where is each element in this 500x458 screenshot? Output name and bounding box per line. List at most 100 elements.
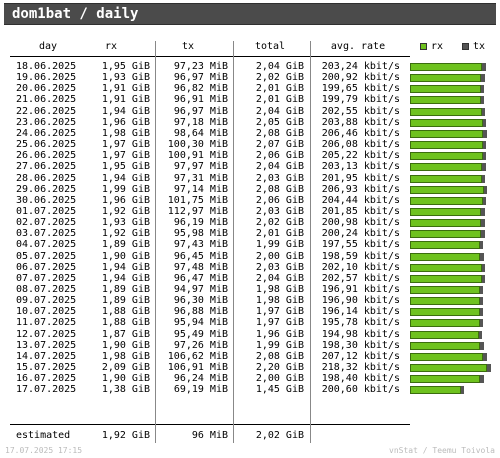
- row-rate: 199,79 kbit/s: [321, 94, 400, 106]
- row-rate: 201,85 kbit/s: [321, 205, 400, 217]
- tx-bar: [483, 352, 487, 361]
- tx-bar: [481, 274, 486, 283]
- tx-bar: [482, 163, 486, 172]
- row-rx: 1,94 GiB: [101, 172, 150, 184]
- header-tx: tx: [181, 41, 195, 52]
- footer-credit: vnStat / Teemu Toivola: [389, 446, 495, 455]
- rx-bar: [410, 141, 483, 150]
- row-day: 17.07.2025: [16, 384, 77, 396]
- row-tx: 100,91 MiB: [167, 150, 228, 162]
- tx-bar: [483, 129, 487, 138]
- rx-bar: [410, 263, 482, 272]
- row-rate: 203,13 kbit/s: [321, 161, 400, 173]
- row-rate: 194,98 kbit/s: [321, 328, 400, 340]
- row-rx: 1,89 GiB: [101, 284, 150, 295]
- row-day: 27.06.2025: [16, 161, 77, 173]
- row-rx: 1,97 GiB: [101, 150, 150, 162]
- rx-bar: [410, 341, 481, 350]
- tx-bar: [482, 152, 487, 161]
- row-total: 2,20 GiB: [255, 362, 304, 374]
- row-tx: 95,94 MiB: [173, 317, 228, 329]
- row-total: 1,97 GiB: [255, 317, 304, 329]
- row-rx: 1,94 GiB: [101, 105, 150, 117]
- row-tx: 96,47 MiB: [173, 272, 228, 284]
- row-rx: 1,91 GiB: [101, 94, 150, 106]
- row-rate: 196,90 kbit/s: [321, 295, 400, 307]
- tx-bar: [482, 63, 486, 71]
- row-total: 2,06 GiB: [255, 150, 304, 162]
- tx-bar: [481, 107, 486, 116]
- row-rx: 1,95 GiB: [101, 61, 150, 72]
- legend-tx-label: tx: [473, 41, 486, 52]
- legend-rx-label: rx: [431, 41, 444, 52]
- row-day: 03.07.2025: [16, 228, 77, 240]
- row-rx: 1,89 GiB: [101, 295, 150, 307]
- row-rx: 1,96 GiB: [101, 194, 150, 206]
- row-tx: 97,97 MiB: [173, 161, 228, 173]
- row-total: 1,99 GiB: [255, 339, 304, 351]
- row-rx: 1,88 GiB: [101, 306, 150, 318]
- legend-tx-swatch: [462, 43, 469, 50]
- row-total: 2,06 GiB: [255, 194, 304, 206]
- tx-bar: [482, 118, 486, 127]
- row-rate: 202,55 kbit/s: [321, 105, 400, 117]
- tx-bar: [480, 96, 485, 105]
- column-divider: [155, 41, 156, 443]
- rx-bar: [410, 163, 483, 172]
- row-rate: 198,40 kbit/s: [321, 373, 400, 385]
- estimated-tx: 96 MiB: [191, 430, 228, 441]
- rx-bar: [410, 230, 481, 239]
- row-tx: 95,49 MiB: [173, 328, 228, 340]
- rx-bar: [410, 152, 483, 161]
- tx-bar: [461, 386, 464, 395]
- rx-bar: [410, 196, 483, 205]
- row-total: 1,98 GiB: [255, 295, 304, 307]
- row-total: 2,04 GiB: [255, 105, 304, 117]
- row-total: 2,00 GiB: [255, 250, 304, 262]
- row-tx: 96,91 MiB: [173, 94, 228, 106]
- rx-bar: [410, 319, 480, 328]
- row-rx: 1,88 GiB: [101, 317, 150, 329]
- row-total: 2,04 GiB: [255, 161, 304, 173]
- row-total: 2,01 GiB: [255, 83, 304, 95]
- row-rx: 1,94 GiB: [101, 272, 150, 284]
- estimated-separator: [10, 424, 410, 425]
- row-day: 04.07.2025: [16, 239, 77, 251]
- row-total: 2,07 GiB: [255, 139, 304, 151]
- row-tx: 101,75 MiB: [167, 194, 228, 206]
- row-rate: 218,32 kbit/s: [321, 362, 400, 374]
- row-total: 2,08 GiB: [255, 350, 304, 362]
- tx-bar: [487, 364, 492, 373]
- row-rate: 197,55 kbit/s: [321, 239, 400, 251]
- rx-bar: [410, 252, 481, 261]
- row-tx: 98,64 MiB: [173, 127, 228, 139]
- row-day: 19.06.2025: [16, 72, 77, 84]
- row-rx: 1,92 GiB: [101, 228, 150, 240]
- row-rate: 198,30 kbit/s: [321, 339, 400, 351]
- row-tx: 96,19 MiB: [173, 217, 228, 229]
- row-tx: 96,82 MiB: [173, 83, 228, 95]
- row-rate: 206,08 kbit/s: [321, 139, 400, 151]
- row-rx: 1,96 GiB: [101, 116, 150, 128]
- row-tx: 69,19 MiB: [173, 384, 228, 396]
- header-avg-rate: avg. rate: [330, 41, 386, 52]
- row-rate: 200,98 kbit/s: [321, 217, 400, 229]
- estimated-rx: 1,92 GiB: [101, 430, 150, 441]
- tx-bar: [481, 219, 485, 228]
- row-total: 2,04 GiB: [255, 272, 304, 284]
- row-rx: 1,90 GiB: [101, 339, 150, 351]
- column-divider: [310, 41, 311, 443]
- rx-bar: [410, 352, 484, 361]
- row-rate: 196,14 kbit/s: [321, 306, 400, 318]
- row-day: 01.07.2025: [16, 205, 77, 217]
- tx-bar: [480, 341, 484, 350]
- row-rx: 1,95 GiB: [101, 161, 150, 173]
- tx-bar: [481, 207, 486, 216]
- row-tx: 97,43 MiB: [173, 239, 228, 251]
- row-day: 24.06.2025: [16, 127, 77, 139]
- row-tx: 96,88 MiB: [173, 306, 228, 318]
- rx-bar: [410, 241, 480, 250]
- row-day: 02.07.2025: [16, 217, 77, 229]
- row-tx: 100,30 MiB: [167, 139, 228, 151]
- row-day: 05.07.2025: [16, 250, 77, 262]
